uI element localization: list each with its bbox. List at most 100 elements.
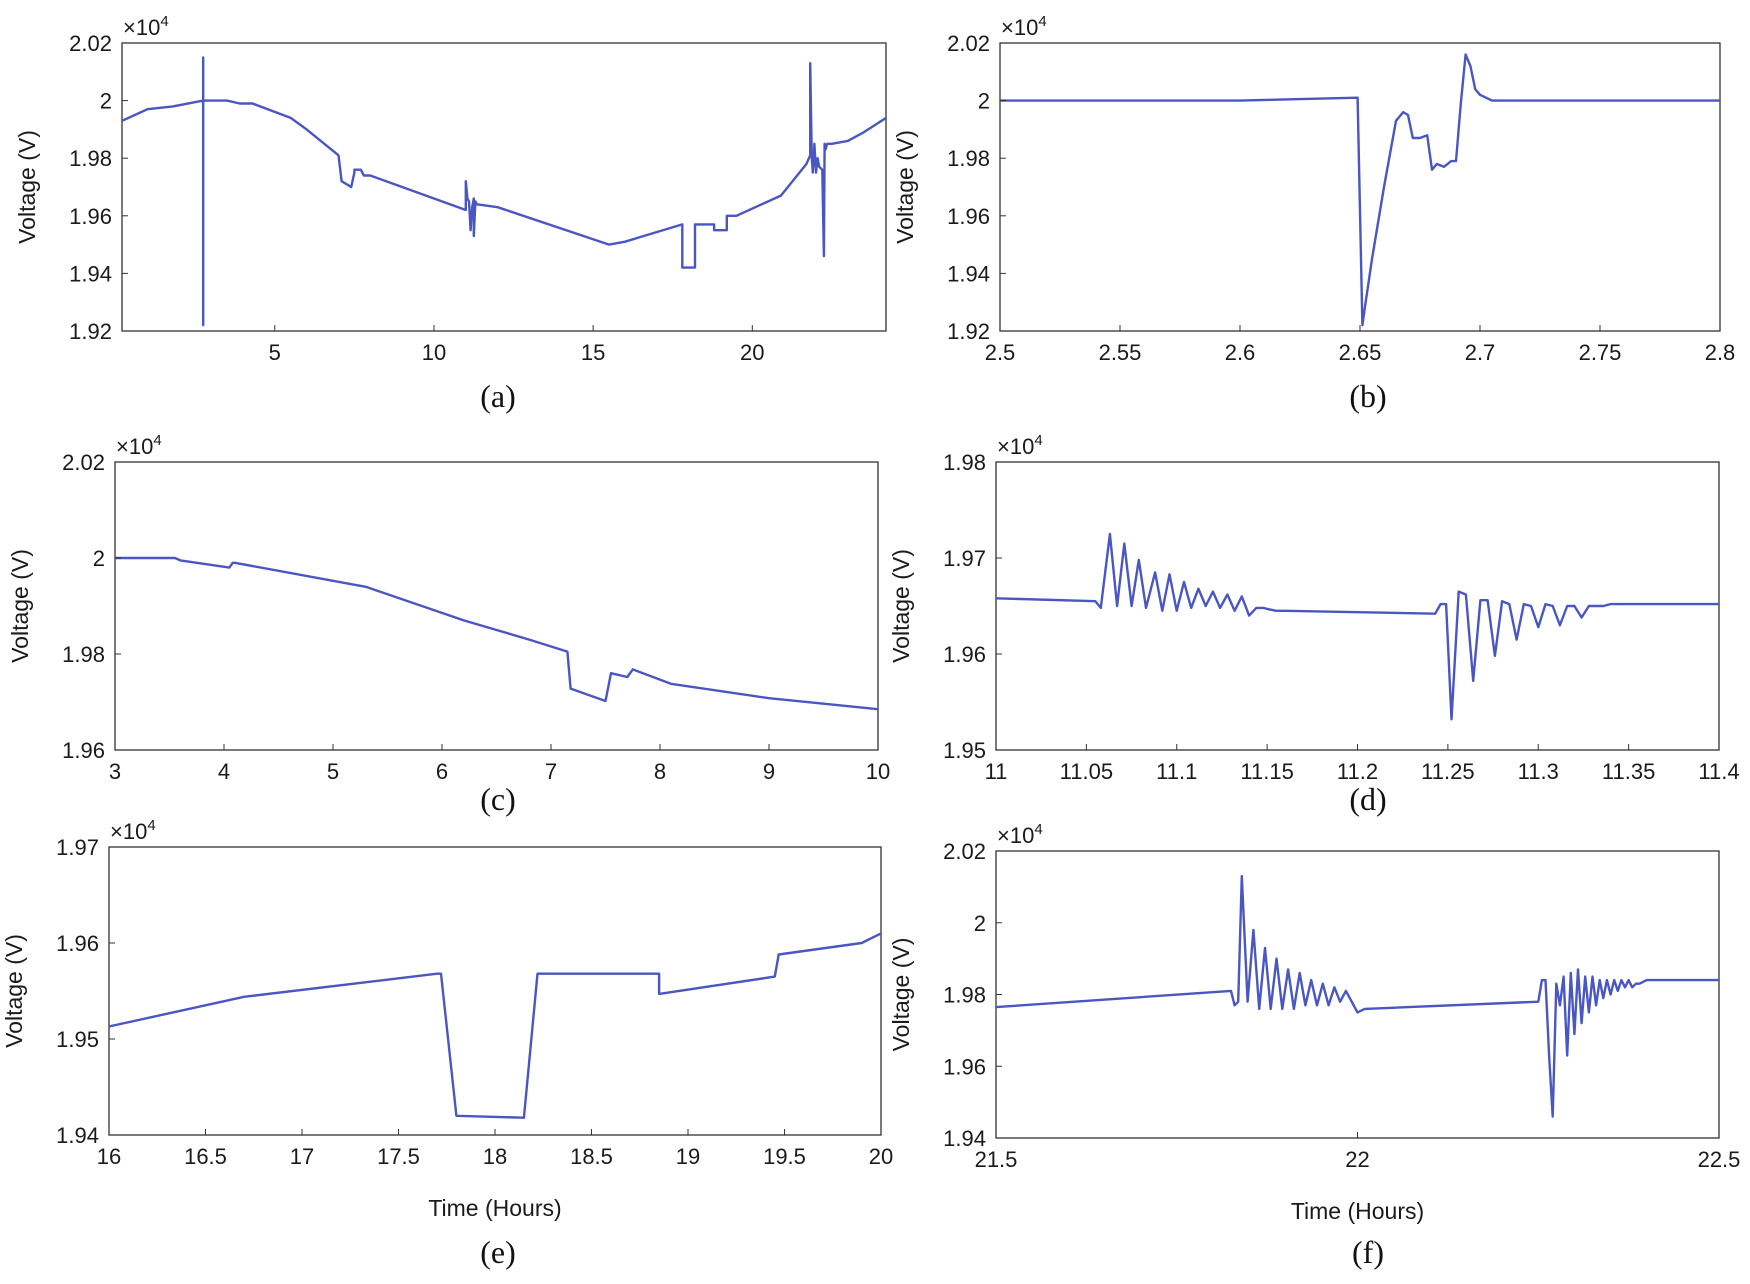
y-axis-label: Voltage (V) [888, 938, 914, 1052]
x-tick-label: 21.5 [975, 1147, 1018, 1172]
x-tick-label: 2.75 [1579, 340, 1622, 365]
x-tick-label: 11.35 [1602, 759, 1655, 784]
y-tick-label: 1.96 [69, 204, 112, 229]
x-tick-label: 9 [763, 759, 775, 784]
x-axis-label: Time (Hours) [428, 1195, 561, 1221]
x-tick-label: 10 [422, 340, 446, 365]
x-tick-label: 17.5 [377, 1144, 420, 1169]
y-exponent-power: 4 [1034, 821, 1042, 838]
y-tick-label: 1.97 [56, 835, 99, 860]
chart-panel-5: 16 16.5 17 17.5 18 18.5 19 19.5 20 1.94 1.95 1.96 1.… [1, 817, 893, 1270]
x-tick-label: 11.1 [1156, 759, 1197, 784]
series-line-voltage [1000, 53, 1720, 327]
chart-panel-4: 11 11.05 11.1 11.15 11.2 11.25 11.3 11.35 11.4 1.… [888, 432, 1740, 817]
y-exponent-label: ×104 [997, 432, 1043, 459]
x-tick-label: 11.3 [1518, 759, 1559, 784]
x-tick-label: 11 [985, 759, 1008, 784]
y-axis-label: Voltage (V) [892, 130, 918, 244]
y-tick-label: 1.92 [69, 319, 112, 344]
y-axis-label: Voltage (V) [14, 130, 40, 244]
plot-frame [108, 846, 882, 1136]
x-tick-label: 2.8 [1705, 340, 1736, 365]
series-line-voltage [996, 874, 1719, 1118]
y-tick-label: 1.96 [943, 642, 986, 667]
x-tick-label: 2.7 [1465, 340, 1496, 365]
x-tick-label: 2.55 [1099, 340, 1142, 365]
x-tick-label: 5 [269, 340, 281, 365]
x-tick-label: 8 [654, 759, 666, 784]
y-tick-label: 1.96 [947, 204, 990, 229]
y-tick-label: 1.97 [943, 546, 986, 571]
x-tick-label: 11.2 [1337, 759, 1378, 784]
x-tick-label: 20 [740, 340, 764, 365]
y-tick-label: 1.96 [62, 738, 105, 763]
y-exponent-power: 4 [1038, 13, 1046, 30]
x-tick-label: 3 [109, 759, 121, 784]
y-exponent-power: 4 [1034, 432, 1042, 449]
y-exponent-label: ×104 [997, 821, 1043, 848]
y-tick-label: 1.95 [56, 1027, 99, 1052]
y-tick-label: 2 [93, 546, 105, 571]
y-exponent-label: ×104 [1001, 13, 1047, 40]
y-exponent-label: ×104 [123, 13, 169, 40]
y-tick-label: 2 [978, 89, 990, 114]
y-tick-label: 1.95 [943, 738, 986, 763]
x-tick-label: 17 [290, 1144, 314, 1169]
y-tick-label: 2.02 [943, 839, 986, 864]
y-exponent-power: 4 [160, 13, 168, 30]
y-tick-label: 1.98 [943, 450, 986, 475]
x-tick-label: 4 [218, 759, 230, 784]
x-tick-label: 2.6 [1225, 340, 1256, 365]
chart-panel-2: 2.5 2.55 2.6 2.65 2.7 2.75 2.8 1.92 1.94 1.96 1.98… [892, 13, 1735, 414]
y-tick-label: 1.92 [947, 319, 990, 344]
x-tick-label: 11.15 [1240, 759, 1293, 784]
x-tick-label: 19.5 [763, 1144, 806, 1169]
y-tick-label: 1.94 [947, 261, 990, 286]
y-exponent-label: ×104 [116, 432, 162, 459]
y-tick-label: 1.98 [69, 146, 112, 171]
x-tick-label: 16.5 [184, 1144, 227, 1169]
y-tick-label: 2.02 [947, 31, 990, 56]
x-tick-label: 20 [869, 1144, 893, 1169]
y-exponent-power: 4 [153, 432, 161, 449]
series-line-voltage [996, 532, 1719, 721]
y-exponent-label: ×104 [110, 817, 156, 844]
panel-caption: (e) [480, 1234, 516, 1270]
y-tick-label: 2.02 [62, 450, 105, 475]
y-tick-label: 1.98 [62, 642, 105, 667]
x-tick-label: 7 [545, 759, 557, 784]
y-tick-label: 1.96 [56, 931, 99, 956]
x-tick-label: 22.5 [1698, 1147, 1741, 1172]
x-tick-label: 2.65 [1339, 340, 1382, 365]
x-tick-label: 10 [866, 759, 890, 784]
x-tick-label: 19 [676, 1144, 700, 1169]
y-tick-label: 2 [100, 89, 112, 114]
x-tick-label: 11.05 [1060, 759, 1113, 784]
panel-caption: (c) [480, 781, 516, 817]
y-exponent-power: 4 [147, 817, 155, 834]
x-tick-label: 11.25 [1421, 759, 1474, 784]
y-tick-label: 1.94 [943, 1126, 986, 1151]
panel-caption: (a) [480, 378, 516, 414]
chart-panel-3: 3 4 5 6 7 8 9 10 1.96 1.98 2 2.02 ×104 Voltage (V) (c) [7, 432, 890, 817]
x-tick-label: 11.4 [1698, 759, 1739, 784]
y-tick-label: 2 [974, 911, 986, 936]
series-line-voltage [115, 556, 878, 711]
y-tick-label: 2.02 [69, 31, 112, 56]
y-tick-label: 1.94 [56, 1123, 99, 1148]
panel-caption: (b) [1349, 378, 1386, 414]
series-line-voltage [122, 56, 886, 327]
y-tick-label: 1.98 [947, 146, 990, 171]
x-tick-label: 2.5 [985, 340, 1016, 365]
x-tick-label: 15 [581, 340, 605, 365]
y-axis-label: Voltage (V) [7, 549, 33, 663]
y-tick-label: 1.94 [69, 261, 112, 286]
x-tick-label: 5 [327, 759, 339, 784]
chart-panel-1: 5 10 15 20 1.92 1.94 1.96 1.98 2 2.02 ×104 Voltage … [14, 13, 887, 414]
y-tick-label: 1.98 [943, 983, 986, 1008]
panel-caption: (f) [1352, 1234, 1384, 1270]
series-line-voltage [109, 932, 881, 1119]
y-tick-label: 1.96 [943, 1054, 986, 1079]
chart-panel-6: 21.5 22 22.5 1.94 1.96 1.98 2 2.02 ×104 Voltage (… [888, 821, 1740, 1270]
